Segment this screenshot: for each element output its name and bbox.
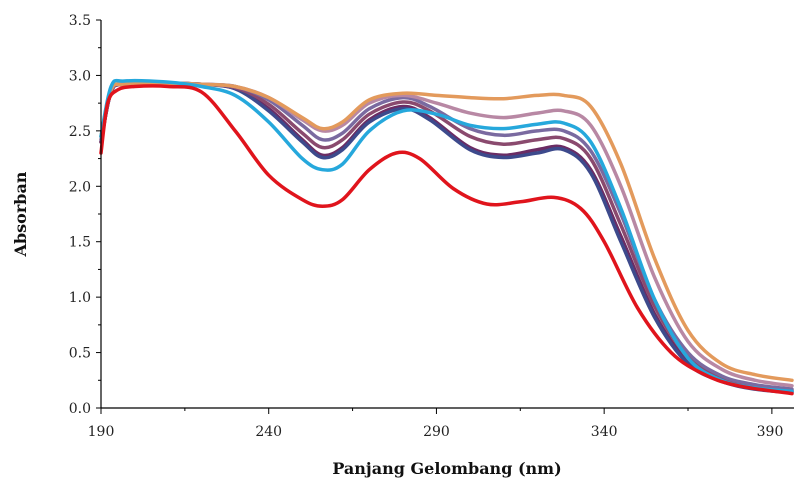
series-line-8 — [99, 81, 794, 383]
series-line-6 — [99, 78, 794, 394]
y-tick-label: 2.5 — [69, 124, 91, 140]
y-tick-label: 0.0 — [69, 401, 91, 417]
x-tick-label: 190 — [88, 424, 115, 440]
y-tick-label: 3.0 — [69, 68, 91, 84]
y-tick-label: 1.5 — [69, 235, 91, 251]
x-tick-label: 340 — [591, 424, 618, 440]
plot-lines — [99, 78, 794, 396]
series-line-2 — [99, 81, 794, 394]
y-tick-label: 1.0 — [69, 290, 91, 306]
x-tick-label: 290 — [423, 424, 450, 440]
y-tick-label: 0.5 — [69, 346, 91, 362]
y-tick-label: 2.0 — [69, 179, 91, 195]
x-axis-title: Panjang Gelombang (nm) — [332, 459, 561, 478]
y-tick-label: 3.5 — [69, 13, 91, 29]
x-tick-label: 240 — [255, 424, 282, 440]
series-line-1 — [99, 84, 794, 396]
y-axis-ticks: 0.0 0.5 1.0 1.5 2.0 2.5 3.0 3.5 — [69, 13, 101, 417]
x-tick-label: 390 — [757, 424, 784, 440]
x-axis-ticks: 190 240 290 340 390 — [88, 408, 784, 440]
y-axis-title: Absorban — [11, 171, 30, 257]
